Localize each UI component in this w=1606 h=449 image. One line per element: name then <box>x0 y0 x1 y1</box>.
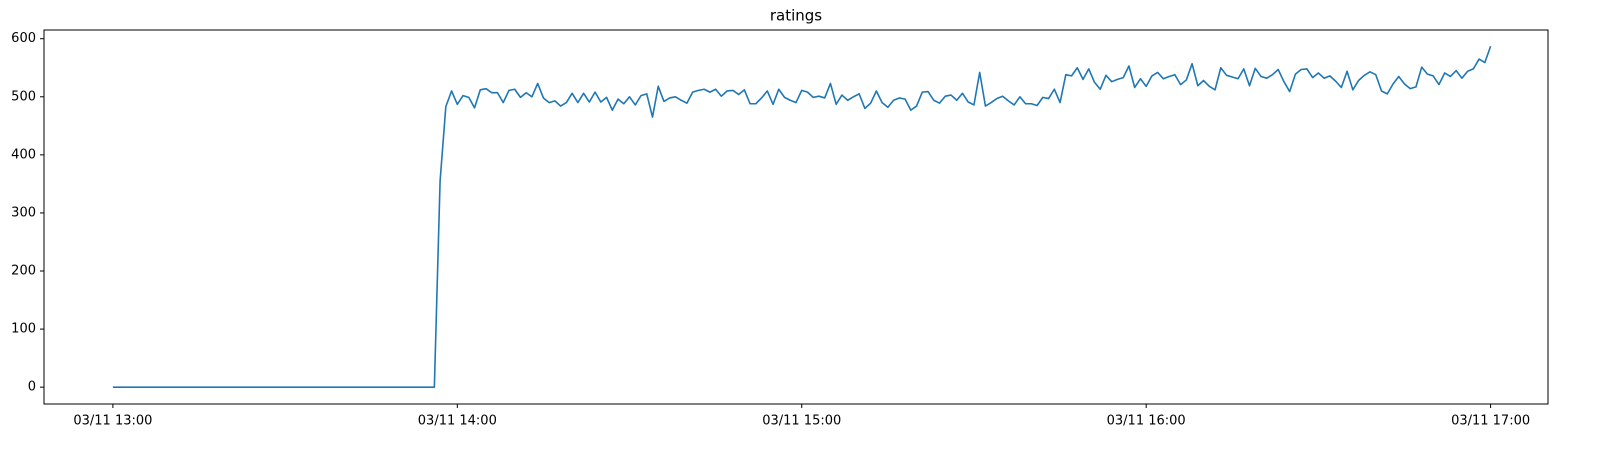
chart-title: ratings <box>770 7 822 25</box>
y-tick-label: 400 <box>11 147 36 162</box>
y-tick-label: 100 <box>11 322 36 337</box>
y-tick-label: 500 <box>11 89 36 104</box>
x-tick-label: 03/11 13:00 <box>73 414 152 429</box>
x-tick-label: 03/11 17:00 <box>1451 414 1530 429</box>
x-tick-label: 03/11 14:00 <box>418 414 497 429</box>
y-tick-label: 300 <box>11 205 36 220</box>
series-line <box>112 45 1492 388</box>
plot-frame <box>43 29 1549 405</box>
y-tick-label: 200 <box>11 264 36 279</box>
y-tick-label: 600 <box>11 31 36 46</box>
x-tick-label: 03/11 15:00 <box>762 414 841 429</box>
x-tick-label: 03/11 16:00 <box>1107 414 1186 429</box>
y-tick-label: 0 <box>28 380 36 395</box>
